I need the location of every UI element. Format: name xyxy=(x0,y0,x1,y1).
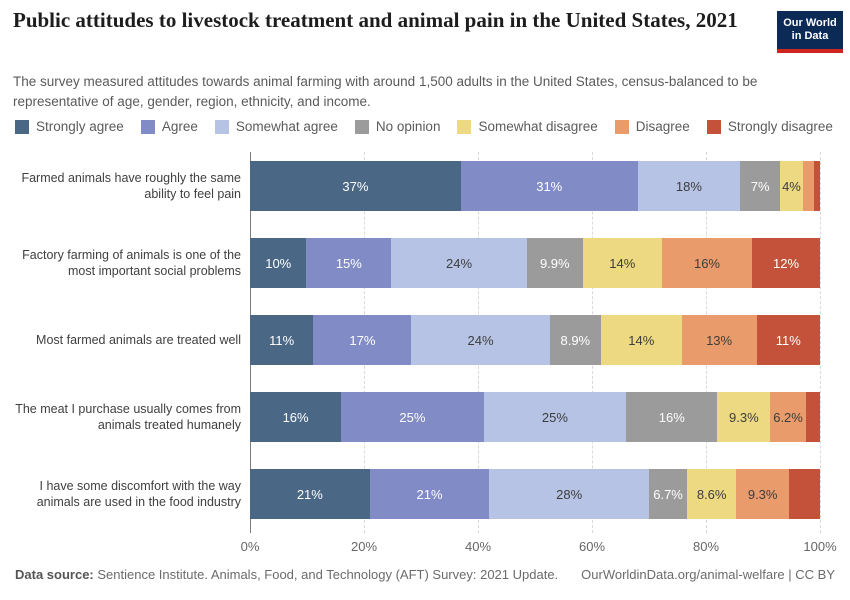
owid-logo-line2: in Data xyxy=(791,30,829,42)
bar-segment-strongly-agree[interactable]: 37% xyxy=(250,161,461,211)
legend-label: Strongly agree xyxy=(36,119,124,134)
x-tick-label: 60% xyxy=(578,539,606,554)
stacked-bar: 16% 25% 25% 16% 9.3% 6.2% xyxy=(250,392,820,442)
bar-segment-strongly-disagree[interactable]: 12% xyxy=(752,238,820,288)
legend-label: Disagree xyxy=(635,119,690,134)
legend-swatch xyxy=(614,119,629,134)
legend-swatch xyxy=(214,119,229,134)
bar-row: Factory farming of animals is one of the… xyxy=(15,238,835,288)
bar-segment-strongly-agree[interactable]: 11% xyxy=(250,315,314,365)
legend-item-strongly-agree[interactable]: Strongly agree xyxy=(15,119,124,134)
bar-segment-somewhat-disagree[interactable]: 9.3% xyxy=(717,392,771,442)
bar-segment-agree[interactable]: 15% xyxy=(306,238,392,288)
legend-label: No opinion xyxy=(375,119,441,134)
bar-segment-agree[interactable]: 17% xyxy=(313,315,412,365)
bar-segment-agree[interactable]: 31% xyxy=(460,161,638,211)
legend-swatch xyxy=(457,119,472,134)
bar-segment-no-opinion[interactable]: 9.9% xyxy=(526,238,583,288)
bar-row: Most farmed animals are treated well 11% 1… xyxy=(15,315,835,365)
legend: Strongly agree Agree Somewhat agree No opin… xyxy=(15,119,833,134)
stacked-bar: 21% 21% 28% 6.7% 8.6% 9.3% xyxy=(250,469,820,519)
bar-segment-strongly-disagree[interactable] xyxy=(789,469,820,519)
owid-logo[interactable]: Our World in Data xyxy=(777,11,843,53)
bar-segment-somewhat-agree[interactable]: 24% xyxy=(411,315,550,365)
bar-segment-disagree[interactable]: 6.2% xyxy=(770,392,806,442)
chart-footer: Data source: Sentience Institute. Animal… xyxy=(15,567,835,582)
x-tick-label: 40% xyxy=(464,539,492,554)
legend-swatch xyxy=(15,119,29,134)
legend-item-somewhat-agree[interactable]: Somewhat agree xyxy=(214,119,338,134)
bar-segment-no-opinion[interactable]: 16% xyxy=(626,392,718,442)
legend-label: Strongly disagree xyxy=(727,119,833,134)
bar-row: I have some discomfort with the way anim… xyxy=(15,469,835,519)
bar-segment-disagree[interactable]: 16% xyxy=(661,238,753,288)
bar-segment-somewhat-agree[interactable]: 25% xyxy=(483,392,627,442)
legend-label: Agree xyxy=(161,119,198,134)
footer-link[interactable]: OurWorldinData.org/animal-welfare | CC B… xyxy=(581,567,835,582)
x-tick-label: 80% xyxy=(692,539,720,554)
legend-item-strongly-disagree[interactable]: Strongly disagree xyxy=(706,119,833,134)
data-source-text: Sentience Institute. Animals, Food, and … xyxy=(93,567,559,582)
x-tick-label: 20% xyxy=(350,539,378,554)
legend-swatch xyxy=(140,119,155,134)
bar-segment-somewhat-disagree[interactable]: 4% xyxy=(780,161,803,211)
bar-segment-disagree[interactable]: 9.3% xyxy=(736,469,790,519)
bar-segment-strongly-disagree[interactable] xyxy=(814,161,820,211)
category-label: Factory farming of animals is one of the… xyxy=(22,247,241,278)
legend-item-agree[interactable]: Agree xyxy=(140,119,198,134)
bar-segment-disagree[interactable]: 13% xyxy=(681,315,757,365)
category-label: Most farmed animals are treated well xyxy=(36,332,241,347)
legend-label: Somewhat agree xyxy=(235,119,338,134)
stacked-bar: 10% 15% 24% 9.9% 14% 16% 12% xyxy=(250,238,820,288)
data-source: Data source: Sentience Institute. Animal… xyxy=(15,567,558,582)
data-source-label: Data source: xyxy=(15,567,94,582)
legend-item-no-opinion[interactable]: No opinion xyxy=(354,119,441,134)
stacked-bar: 37% 31% 18% 7% 4% xyxy=(250,161,820,211)
bar-segment-somewhat-agree[interactable]: 28% xyxy=(489,469,649,519)
owid-logo-line1: Our World xyxy=(783,16,837,29)
bar-segment-no-opinion[interactable]: 6.7% xyxy=(648,469,688,519)
page-title: Public attitudes to livestock treatment … xyxy=(13,8,738,32)
bar-segment-disagree[interactable] xyxy=(802,161,815,211)
legend-swatch xyxy=(354,119,369,134)
bar-segment-no-opinion[interactable]: 8.9% xyxy=(549,315,601,365)
x-tick-label: 0% xyxy=(240,539,260,554)
legend-item-disagree[interactable]: Disagree xyxy=(614,119,690,134)
bar-row: The meat I purchase usually comes from a… xyxy=(15,392,835,442)
category-label: I have some discomfort with the way anim… xyxy=(36,478,241,509)
stacked-bar: 11% 17% 24% 8.9% 14% 13% 11% xyxy=(250,315,820,365)
bar-segment-somewhat-disagree[interactable]: 8.6% xyxy=(687,469,737,519)
stacked-bar-chart: 0% 20% 40% 60% 80% 100% Farmed animals have r… xyxy=(15,152,837,564)
bar-segment-somewhat-agree[interactable]: 18% xyxy=(637,161,741,211)
bar-segment-strongly-disagree[interactable] xyxy=(805,392,820,442)
bar-segment-strongly-agree[interactable]: 16% xyxy=(250,392,342,442)
legend-item-somewhat-disagree[interactable]: Somewhat disagree xyxy=(457,119,598,134)
bar-segment-strongly-agree[interactable]: 21% xyxy=(250,469,370,519)
chart-subtitle: The survey measured attitudes towards an… xyxy=(13,74,758,110)
bar-segment-no-opinion[interactable]: 7% xyxy=(740,161,781,211)
x-tick-label: 100% xyxy=(803,539,837,554)
category-label: Farmed animals have roughly the same abi… xyxy=(21,170,241,201)
gridline xyxy=(820,152,821,533)
category-label: The meat I purchase usually comes from a… xyxy=(15,401,241,432)
bar-segment-strongly-agree[interactable]: 10% xyxy=(250,238,307,288)
bar-segment-somewhat-agree[interactable]: 24% xyxy=(391,238,527,288)
bar-segment-agree[interactable]: 25% xyxy=(341,392,484,442)
bar-segment-agree[interactable]: 21% xyxy=(369,469,490,519)
bar-segment-strongly-disagree[interactable]: 11% xyxy=(756,315,820,365)
bar-segment-somewhat-disagree[interactable]: 14% xyxy=(600,315,682,365)
legend-swatch xyxy=(706,119,721,134)
legend-label: Somewhat disagree xyxy=(478,119,598,134)
bar-row: Farmed animals have roughly the same abi… xyxy=(15,161,835,211)
bar-segment-somewhat-disagree[interactable]: 14% xyxy=(582,238,662,288)
